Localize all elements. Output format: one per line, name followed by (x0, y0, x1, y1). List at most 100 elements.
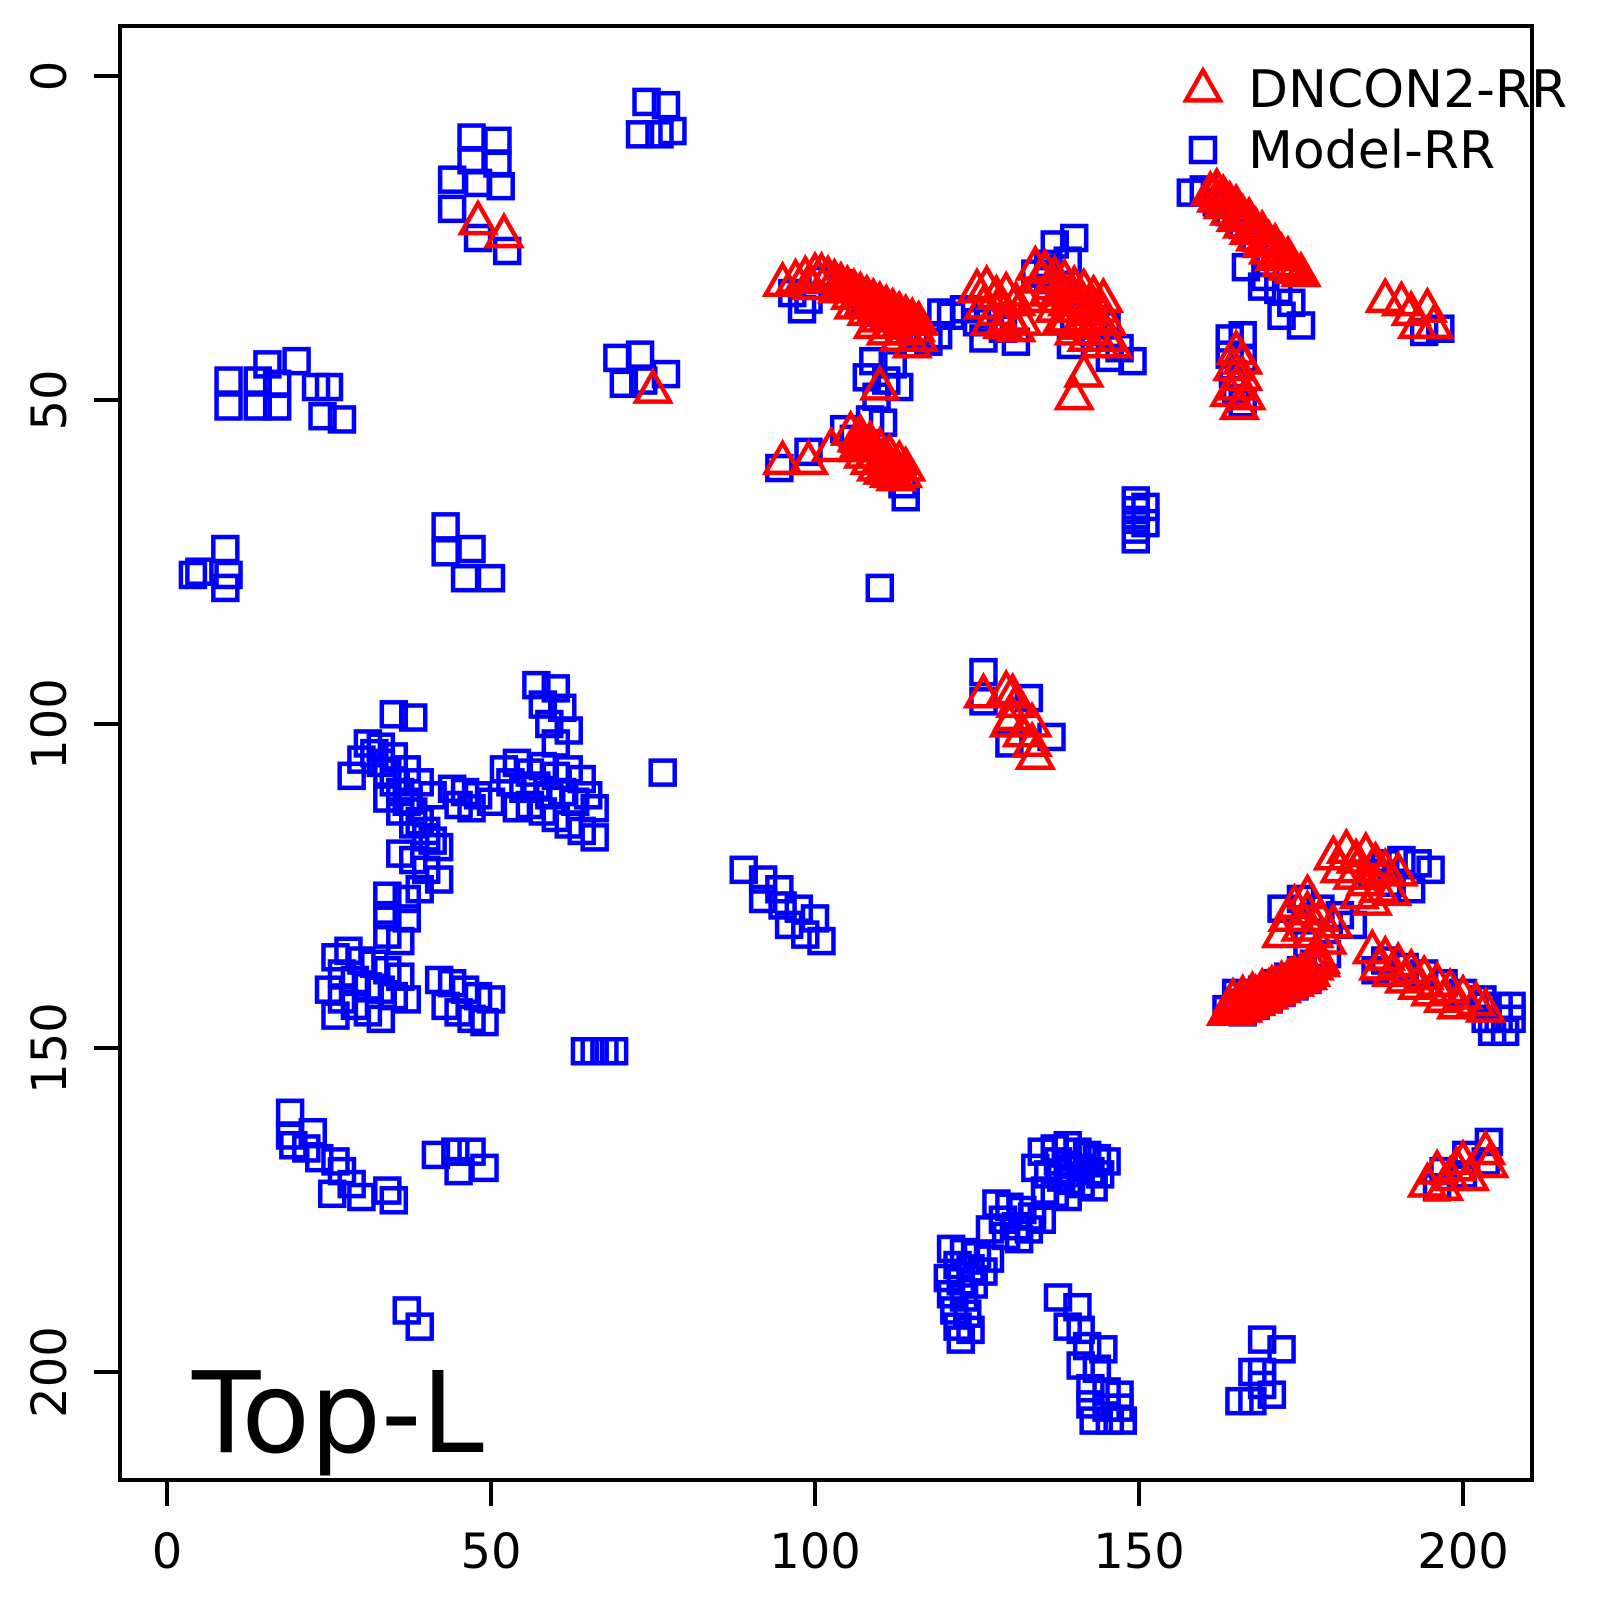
y-tick-label: 100 (22, 678, 78, 770)
data-point-model-rr (927, 298, 956, 327)
annotation-top-l: Top-L (191, 1349, 484, 1479)
data-point-dncon2-rr (1247, 218, 1290, 255)
x-tick-label: 200 (1417, 1524, 1509, 1580)
data-point-model-rr (1076, 1373, 1105, 1403)
data-point-dncon2-rr (1464, 1128, 1507, 1166)
data-point-model-rr (441, 1137, 470, 1166)
data-point-dncon2-rr (1455, 979, 1497, 1017)
data-point-model-rr (392, 985, 422, 1014)
plot-box (118, 24, 1534, 1482)
data-point-model-rr (1247, 1370, 1277, 1400)
data-point-dncon2-rr (1079, 321, 1121, 359)
data-point-dncon2-rr (1370, 869, 1413, 907)
data-point-dncon2-rr (1351, 879, 1394, 916)
data-point-model-rr (502, 793, 532, 823)
data-point-dncon2-rr (1335, 836, 1377, 874)
data-point-model-rr (791, 920, 820, 949)
data-point-dncon2-rr (878, 438, 921, 476)
data-point-model-rr (347, 745, 376, 774)
data-point-model-rr (321, 1001, 350, 1030)
data-point-model-rr (1416, 855, 1445, 885)
data-point-dncon2-rr (891, 321, 934, 359)
data-point-model-rr (214, 392, 243, 421)
data-point-model-rr (625, 120, 655, 149)
data-point-dncon2-rr (849, 419, 891, 456)
data-point-model-rr (314, 372, 344, 402)
data-point-dncon2-rr (1195, 166, 1238, 204)
data-point-model-rr (470, 1007, 499, 1037)
data-point-model-rr (392, 884, 422, 914)
data-point-model-rr (253, 350, 282, 379)
data-point-dncon2-rr (839, 412, 882, 450)
data-point-dncon2-rr (761, 260, 804, 297)
data-point-model-rr (1043, 1283, 1073, 1312)
data-point-dncon2-rr (1468, 1141, 1510, 1179)
data-point-model-rr (492, 236, 522, 266)
data-point-model-rr (405, 1312, 434, 1341)
data-point-model-rr (1121, 525, 1151, 554)
data-point-dncon2-rr (1260, 231, 1303, 268)
legend-label-model-rr: Model-RR (1248, 121, 1495, 181)
x-tick-label: 150 (1093, 1524, 1185, 1580)
data-point-model-rr (398, 703, 428, 732)
data-point-model-rr (522, 670, 551, 700)
data-point-model-rr (1076, 1390, 1105, 1419)
data-point-model-rr (308, 401, 337, 431)
x-tick-label: 100 (769, 1524, 861, 1580)
data-point-dncon2-rr (995, 305, 1037, 343)
y-tick-label: 200 (22, 1326, 78, 1418)
data-point-dncon2-rr (1221, 192, 1264, 229)
data-point-dncon2-rr (868, 431, 911, 469)
data-point-model-rr (1490, 1017, 1520, 1047)
data-point-model-rr (366, 1004, 396, 1034)
data-point-dncon2-rr (858, 425, 901, 463)
data-point-model-rr (765, 874, 794, 904)
data-point-model-rr (599, 1036, 629, 1066)
series-dncon2-rr (457, 166, 1510, 1201)
data-point-model-rr (1021, 1153, 1050, 1183)
data-point-model-rr (946, 1325, 976, 1354)
data-point-model-rr (373, 1176, 402, 1205)
data-point-dncon2-rr (1218, 383, 1261, 421)
data-point-model-rr (648, 758, 677, 787)
data-point-model-rr (337, 761, 366, 791)
x-tick-label: 0 (152, 1524, 183, 1580)
data-point-model-rr (580, 823, 609, 852)
data-point-model-rr (541, 729, 571, 758)
data-point-model-rr (774, 910, 804, 940)
data-point-dncon2-rr (858, 363, 901, 401)
data-point-model-rr (969, 657, 998, 687)
data-point-dncon2-rr (1208, 179, 1251, 216)
data-point-dncon2-rr (995, 681, 1037, 719)
data-point-model-rr (1238, 1386, 1267, 1416)
data-point-model-rr (865, 573, 895, 603)
data-point-dncon2-rr (457, 198, 499, 236)
data-point-model-rr (457, 534, 486, 564)
data-point-dncon2-rr (1221, 338, 1264, 375)
data-point-dncon2-rr (1053, 373, 1096, 411)
data-point-dncon2-rr (483, 211, 525, 249)
data-point-dncon2-rr (1014, 733, 1057, 771)
data-point-model-rr (379, 700, 409, 729)
data-point-dncon2-rr (1260, 911, 1303, 949)
data-point-model-rr (386, 926, 415, 956)
x-axis: 0 50 100 150 200 (152, 1480, 1509, 1580)
data-point-dncon2-rr (1464, 986, 1507, 1023)
data-point-model-rr (421, 1140, 451, 1170)
data-point-dncon2-rr (962, 671, 1005, 709)
data-point-model-rr (956, 1315, 985, 1345)
data-point-model-rr (1066, 1315, 1095, 1345)
y-axis: 0 50 100 150 200 (22, 61, 120, 1418)
y-tick-label: 0 (22, 61, 78, 92)
data-point-dncon2-rr (632, 367, 674, 404)
data-point-model-rr (729, 855, 758, 885)
data-point-dncon2-rr (1011, 720, 1053, 758)
data-point-model-rr (379, 1186, 409, 1215)
data-point-model-rr (1079, 1406, 1108, 1435)
data-point-model-rr (1247, 1325, 1277, 1354)
data-point-dncon2-rr (1234, 205, 1277, 242)
data-point-model-rr (470, 1153, 499, 1183)
data-point-model-rr (1247, 272, 1277, 301)
